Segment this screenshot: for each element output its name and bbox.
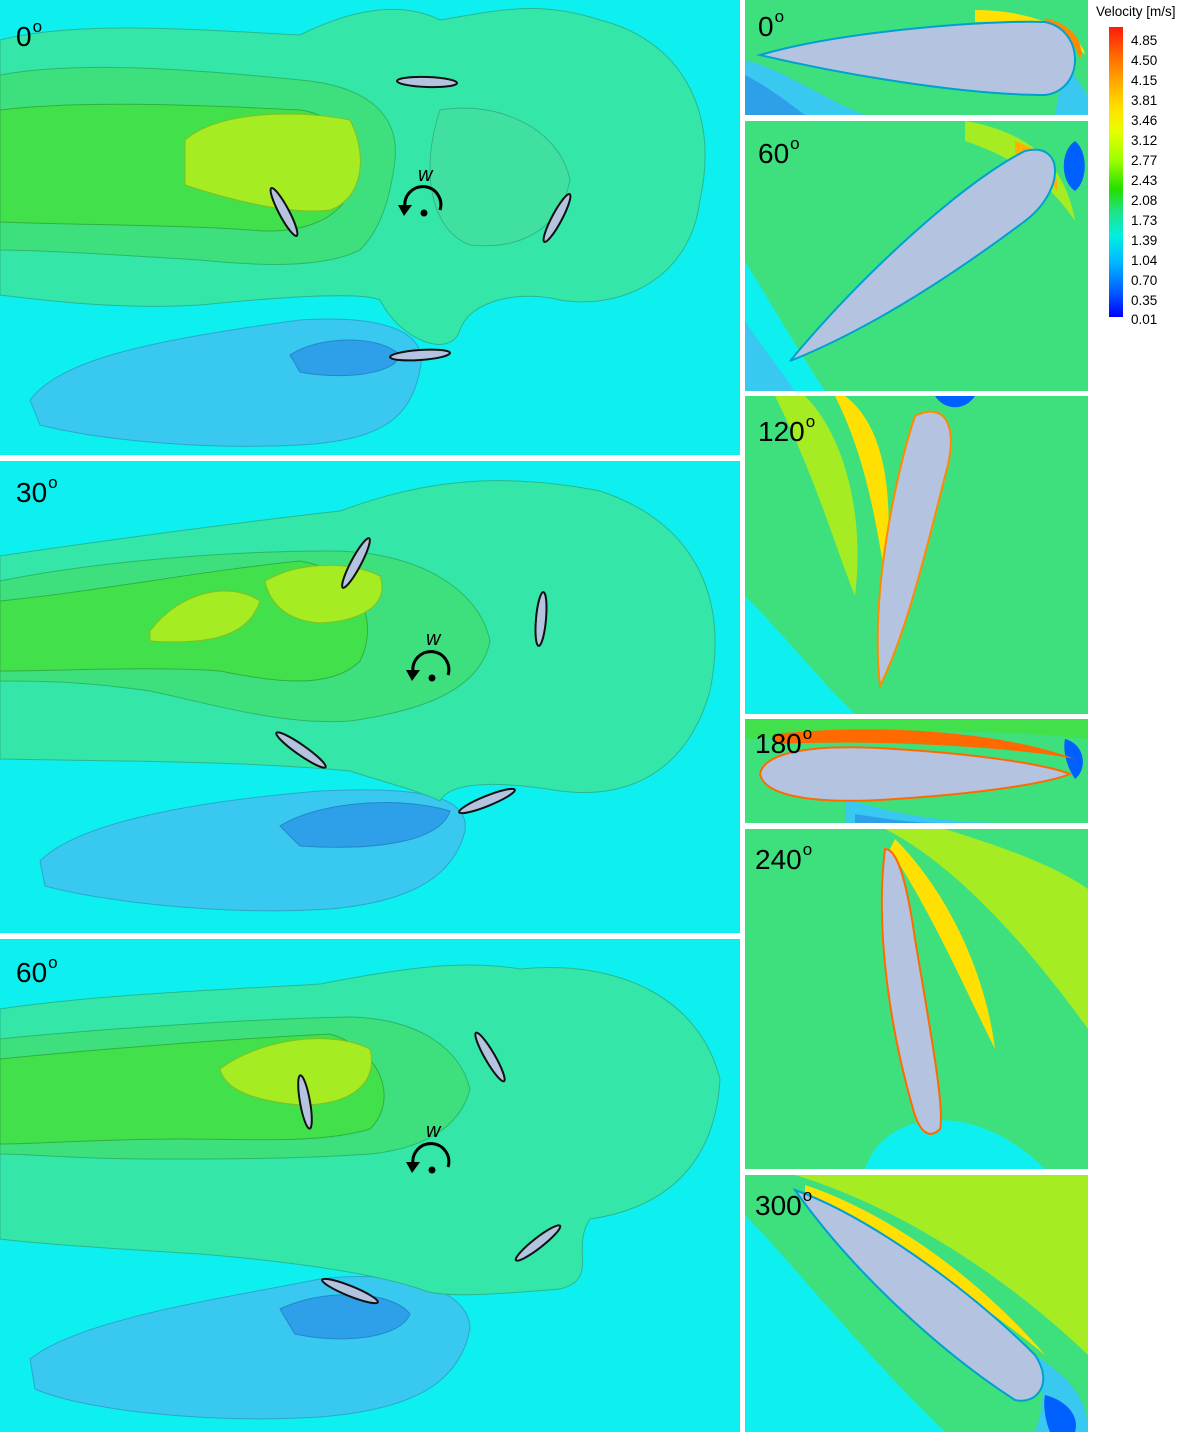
detail-panel-60: 60o [745, 121, 1088, 391]
angle-label: 60o [16, 953, 58, 988]
legend-tick: 2.43 [1131, 173, 1158, 188]
detail-panel-120: 120o [745, 396, 1088, 714]
main-panel-60: w 60o [0, 939, 740, 1432]
detail-panel-300: 300o [745, 1175, 1088, 1432]
omega-symbol: w [426, 628, 441, 650]
angle-label: 300o [755, 1186, 813, 1221]
flow-contour [0, 939, 740, 1432]
airfoil-contour [745, 0, 1088, 115]
angle-label: 120o [758, 412, 816, 447]
legend-title: Velocity [m/s] [1096, 4, 1176, 19]
legend-tick: 1.39 [1131, 233, 1158, 248]
main-panel-30: w 30o [0, 461, 740, 933]
legend-tick: 1.73 [1131, 213, 1158, 228]
omega-symbol: w [418, 164, 433, 186]
angle-label: 30o [16, 473, 58, 508]
flow-contour [0, 461, 740, 933]
legend-tick: 2.77 [1131, 153, 1158, 168]
angle-label: 0o [16, 17, 43, 52]
airfoil-contour [745, 121, 1088, 391]
detail-panel-0: 0o [745, 0, 1088, 115]
flow-contour [0, 0, 740, 455]
legend-tick: 2.08 [1131, 193, 1158, 208]
legend-tick: 3.46 [1131, 113, 1158, 128]
legend-tick: 4.15 [1131, 73, 1158, 88]
main-panel-0: w 0o [0, 0, 740, 455]
velocity-legend: Velocity [m/s] 4.85 4.50 4.15 3.81 3.46 … [1090, 0, 1200, 330]
angle-label: 0o [758, 7, 785, 42]
legend-tick: 4.85 [1131, 33, 1158, 48]
angle-label: 180o [755, 724, 813, 759]
legend-tick: 4.50 [1131, 53, 1158, 68]
legend-tick: 0.01 [1131, 312, 1158, 327]
angle-label: 240o [755, 840, 813, 875]
airfoil-contour [745, 396, 1088, 714]
legend-tick: 0.35 [1131, 293, 1158, 308]
legend-tick: 0.70 [1131, 273, 1158, 288]
detail-panel-240: 240o [745, 829, 1088, 1169]
airfoil-contour [745, 829, 1088, 1169]
airfoil-contour [745, 1175, 1088, 1432]
angle-label: 60o [758, 134, 800, 169]
legend-tick: 1.04 [1131, 253, 1158, 268]
omega-symbol: w [426, 1120, 441, 1142]
detail-panel-180: 180o [745, 719, 1088, 823]
airfoil-contour [745, 719, 1088, 823]
legend-tick: 3.81 [1131, 93, 1158, 108]
color-scale-bar [1109, 27, 1123, 317]
legend-tick: 3.12 [1131, 133, 1158, 148]
